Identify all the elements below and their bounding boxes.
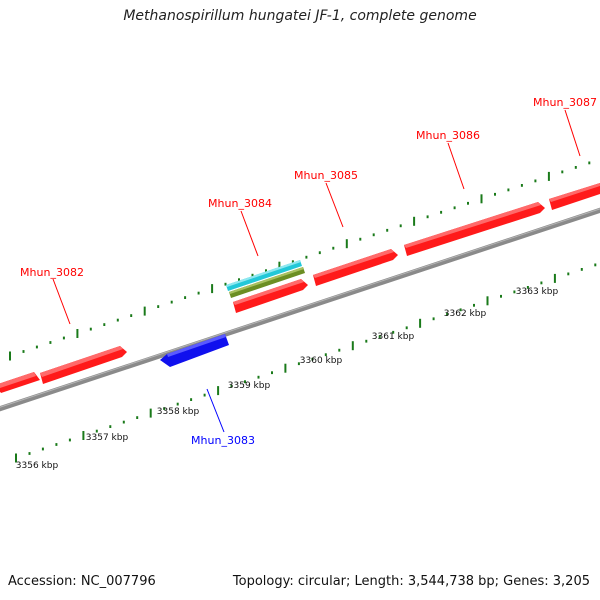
lower-tick-row [15,263,597,463]
gene-label-mhun-3085[interactable]: Mhun_3085 [294,169,358,182]
leader-line-mhun-3083 [206,388,225,433]
tick-label-3361: 3361 kbp [372,332,415,342]
accession-label: Accession: NC_007796 [8,574,156,589]
genome-backbone [0,207,600,412]
tick-label-3362: 3362 kbp [444,309,487,319]
gene-arrow-mhun-3086[interactable] [404,202,545,256]
map-title: Methanospirillum hungatei JF-1, complete… [123,8,477,24]
leader-line-mhun-3087 [564,109,581,157]
genome-backbone-highlight [0,208,600,408]
feature-bar-cyan[interactable] [226,260,302,291]
gene-label-mhun-3082[interactable]: Mhun_3082 [20,266,84,279]
gene-arrow-left-edge[interactable] [0,372,40,393]
gene-arrow-mhun-3082[interactable] [40,346,127,384]
gene-label-mhun-3084[interactable]: Mhun_3084 [208,197,272,210]
gene-label-mhun-3083[interactable]: Mhun_3083 [191,434,255,447]
leader-line-mhun-3082 [52,278,71,325]
gene-arrow-mhun-3084[interactable] [233,279,308,313]
tick-label-3363: 3363 kbp [516,287,559,297]
leader-line-mhun-3085 [325,182,344,228]
tick-label-3356: 3356 kbp [16,461,59,471]
tick-label-3358: 3358 kbp [157,407,200,417]
genome-summary-label: Topology: circular; Length: 3,544,738 bp… [232,574,590,589]
gene-arrow-mhun-3085[interactable] [313,249,398,286]
gene-label-mhun-3086[interactable]: Mhun_3086 [416,129,480,142]
gene-label-mhun-3087[interactable]: Mhun_3087 [533,96,597,109]
gene-arrow-mhun-3083[interactable] [160,334,229,367]
leader-line-mhun-3084 [240,210,259,257]
tick-label-3359: 3359 kbp [228,381,271,391]
leader-line-mhun-3086 [447,142,465,190]
tick-label-3357: 3357 kbp [86,433,129,443]
tick-label-3360: 3360 kbp [300,356,343,366]
feature-bar-olive[interactable] [229,267,305,298]
gene-arrow-mhun-3087[interactable] [549,183,600,210]
